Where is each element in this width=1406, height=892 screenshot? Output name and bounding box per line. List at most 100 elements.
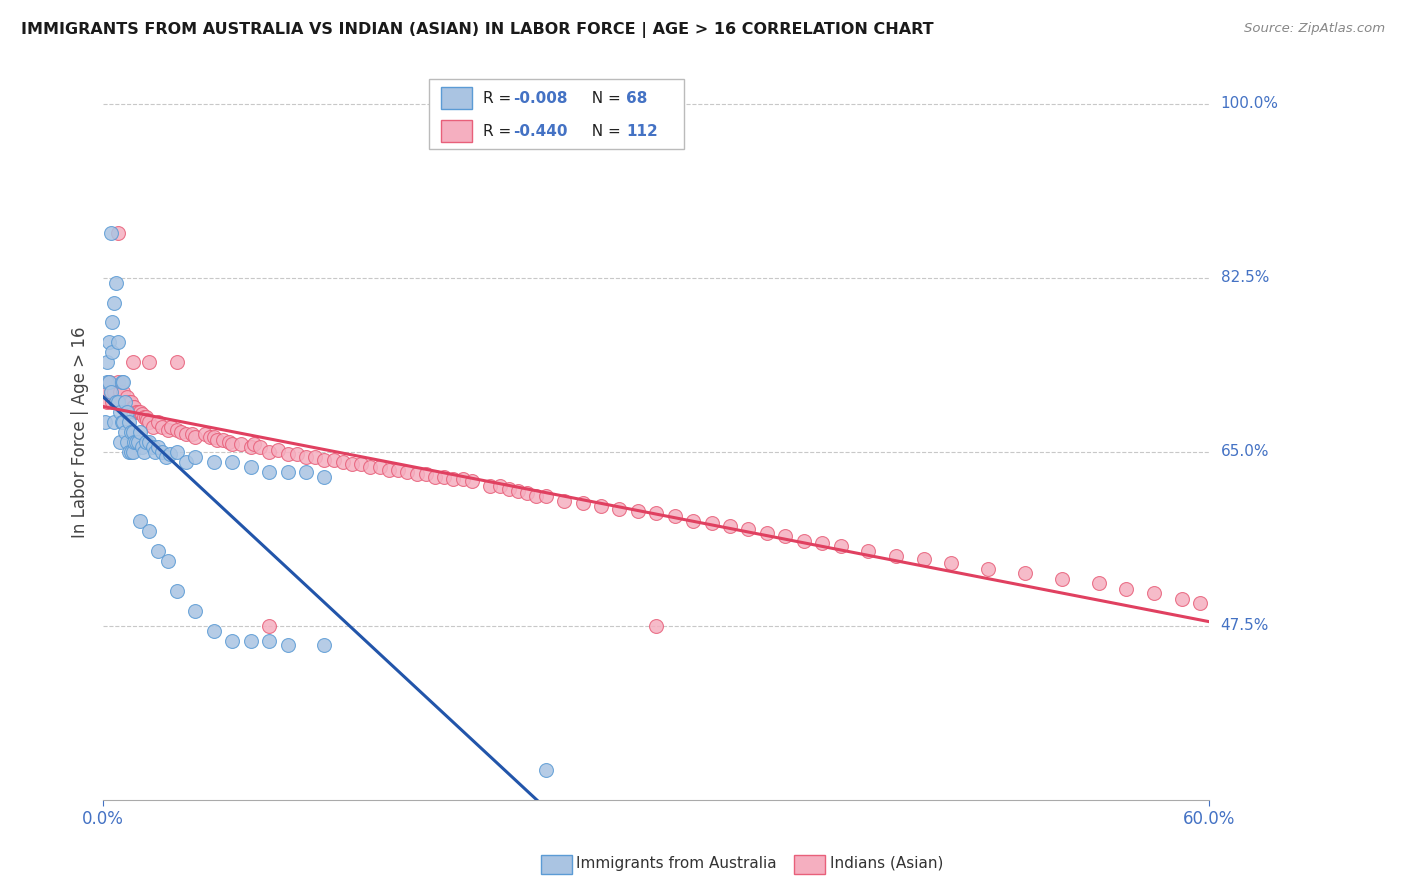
Point	[1014, 566, 1036, 580]
Point	[118, 415, 141, 429]
Point	[276, 639, 298, 653]
Point	[479, 479, 502, 493]
Point	[169, 425, 191, 439]
Point	[322, 452, 344, 467]
Point	[295, 450, 318, 464]
Point	[526, 489, 548, 503]
Point	[166, 444, 188, 458]
Point	[1171, 591, 1194, 606]
Point	[387, 462, 409, 476]
Text: IMMIGRANTS FROM AUSTRALIA VS INDIAN (ASIAN) IN LABOR FORCE | AGE > 16 CORRELATIO: IMMIGRANTS FROM AUSTRALIA VS INDIAN (ASI…	[21, 22, 934, 38]
Point	[105, 276, 128, 290]
Point	[103, 295, 125, 310]
Point	[124, 434, 146, 449]
Point	[97, 335, 120, 350]
Point	[664, 509, 686, 524]
Point	[148, 415, 170, 429]
Point	[488, 479, 510, 493]
Point	[184, 450, 207, 464]
Point	[96, 375, 118, 389]
Point	[202, 454, 225, 468]
Point	[120, 425, 142, 439]
Text: 112: 112	[627, 124, 658, 138]
Point	[155, 450, 177, 464]
Point	[737, 522, 759, 536]
Point	[423, 469, 446, 483]
Point	[121, 355, 143, 369]
Point	[138, 434, 160, 449]
Point	[166, 423, 188, 437]
Point	[129, 425, 152, 439]
Point	[461, 475, 484, 489]
Point	[396, 465, 419, 479]
Text: R =: R =	[482, 124, 516, 138]
Point	[239, 459, 262, 474]
Point	[127, 405, 149, 419]
Point	[108, 385, 131, 400]
Point	[221, 436, 243, 450]
Point	[101, 395, 124, 409]
Point	[142, 420, 165, 434]
Point	[249, 440, 271, 454]
Point	[314, 469, 336, 483]
Point	[101, 316, 124, 330]
Point	[451, 473, 474, 487]
Point	[257, 633, 280, 648]
Point	[359, 459, 381, 474]
Point	[941, 556, 963, 570]
Text: R =: R =	[482, 91, 516, 106]
Point	[1115, 582, 1137, 596]
Point	[221, 633, 243, 648]
Point	[627, 504, 650, 518]
Point	[94, 415, 117, 429]
Point	[114, 395, 136, 409]
Point	[718, 519, 741, 533]
Point	[148, 544, 170, 558]
Point	[285, 447, 308, 461]
Point	[221, 454, 243, 468]
Point	[884, 549, 907, 563]
Point	[314, 452, 336, 467]
Point	[1143, 586, 1166, 600]
Point	[114, 395, 136, 409]
Point	[132, 409, 155, 424]
Point	[534, 763, 557, 777]
Point	[174, 454, 197, 468]
Point	[830, 539, 852, 553]
Point	[506, 484, 529, 499]
Point	[239, 633, 262, 648]
Point	[100, 226, 122, 240]
Point	[207, 433, 229, 447]
Point	[129, 405, 152, 419]
Y-axis label: In Labor Force | Age > 16: In Labor Force | Age > 16	[72, 326, 89, 538]
Point	[443, 473, 465, 487]
Point	[645, 618, 668, 632]
Point	[775, 529, 797, 543]
Point	[314, 639, 336, 653]
Point	[415, 467, 437, 481]
Point	[143, 444, 166, 458]
Point	[129, 514, 152, 528]
Point	[107, 395, 129, 409]
Point	[118, 395, 141, 409]
Point	[257, 465, 280, 479]
FancyBboxPatch shape	[440, 120, 471, 142]
Point	[156, 554, 179, 568]
Point	[218, 434, 240, 449]
Point	[1087, 575, 1109, 590]
Point	[276, 465, 298, 479]
Point	[121, 425, 143, 439]
Point	[645, 506, 668, 520]
Point	[202, 430, 225, 444]
Point	[100, 385, 122, 400]
Point	[368, 459, 391, 474]
Point	[257, 618, 280, 632]
Point	[1189, 596, 1212, 610]
Point	[142, 440, 165, 454]
Point	[112, 375, 135, 389]
Point	[100, 385, 122, 400]
Point	[121, 400, 143, 414]
Point	[110, 415, 132, 429]
FancyBboxPatch shape	[429, 78, 683, 149]
Text: -0.008: -0.008	[513, 91, 568, 106]
